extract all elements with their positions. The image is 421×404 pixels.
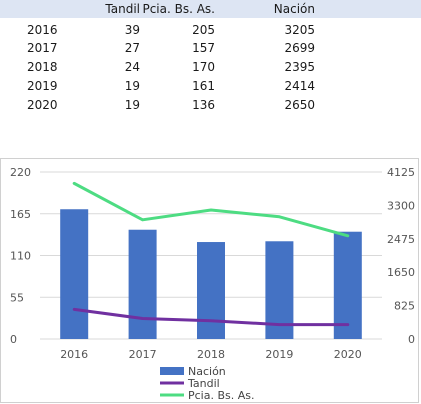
y-left-tick-label: 0	[10, 333, 17, 346]
row-year: 2016	[27, 23, 58, 37]
row-year: 2020	[27, 98, 58, 112]
row-pcia: 205	[192, 23, 215, 37]
x-tick-label: 2017	[129, 348, 157, 361]
y-left-tick-label: 110	[10, 250, 31, 263]
row-nacion: 2414	[284, 79, 315, 93]
y-right-tick-label: 1650	[387, 266, 415, 279]
bar-naci-n	[60, 209, 89, 339]
row-pcia: 136	[192, 98, 215, 112]
x-tick-label: 2019	[265, 348, 293, 361]
legend-swatch	[160, 367, 184, 375]
row-tandil: 24	[124, 60, 140, 74]
header-pcia: Pcia. Bs. As.	[142, 2, 215, 16]
y-right-tick-label: 2475	[387, 233, 415, 246]
row-nacion: 2699	[284, 41, 315, 55]
row-pcia: 157	[192, 41, 215, 55]
row-tandil: 19	[124, 79, 140, 93]
y-right-tick-label: 825	[394, 300, 415, 313]
bar-naci-n	[333, 231, 362, 339]
header-tandil: Tandil	[105, 2, 140, 16]
x-tick-label: 2020	[334, 348, 362, 361]
legend-label: Pcia. Bs. As.	[188, 389, 255, 402]
y-right-tick-label: 4125	[387, 166, 415, 179]
y-left-tick-label: 220	[10, 166, 31, 179]
row-pcia: 161	[192, 79, 215, 93]
row-year: 2019	[27, 79, 58, 93]
y-left-tick-label: 55	[10, 291, 24, 304]
y-right-tick-label: 0	[408, 333, 415, 346]
row-year: 2018	[27, 60, 58, 74]
line-tandil	[72, 307, 350, 327]
row-nacion: 2650	[284, 98, 315, 112]
table-header-row	[0, 0, 421, 18]
row-tandil: 27	[124, 41, 140, 55]
row-tandil: 19	[124, 98, 140, 112]
x-tick-label: 2018	[197, 348, 225, 361]
row-pcia: 170	[192, 60, 215, 74]
bar-naci-n	[197, 242, 225, 339]
legend-label: Nación	[188, 365, 226, 378]
row-nacion: 2395	[284, 60, 315, 74]
header-nacion: Nación	[273, 2, 315, 16]
line-pcia-bs-as-	[72, 181, 350, 238]
y-left-tick-label: 165	[10, 208, 31, 221]
x-tick-label: 2016	[60, 348, 88, 361]
legend-label: Tandil	[187, 377, 220, 390]
y-right-tick-label: 3300	[387, 199, 415, 212]
row-nacion: 3205	[284, 23, 315, 37]
row-year: 2017	[27, 41, 58, 55]
row-tandil: 39	[124, 23, 140, 37]
bar-naci-n	[128, 229, 157, 339]
